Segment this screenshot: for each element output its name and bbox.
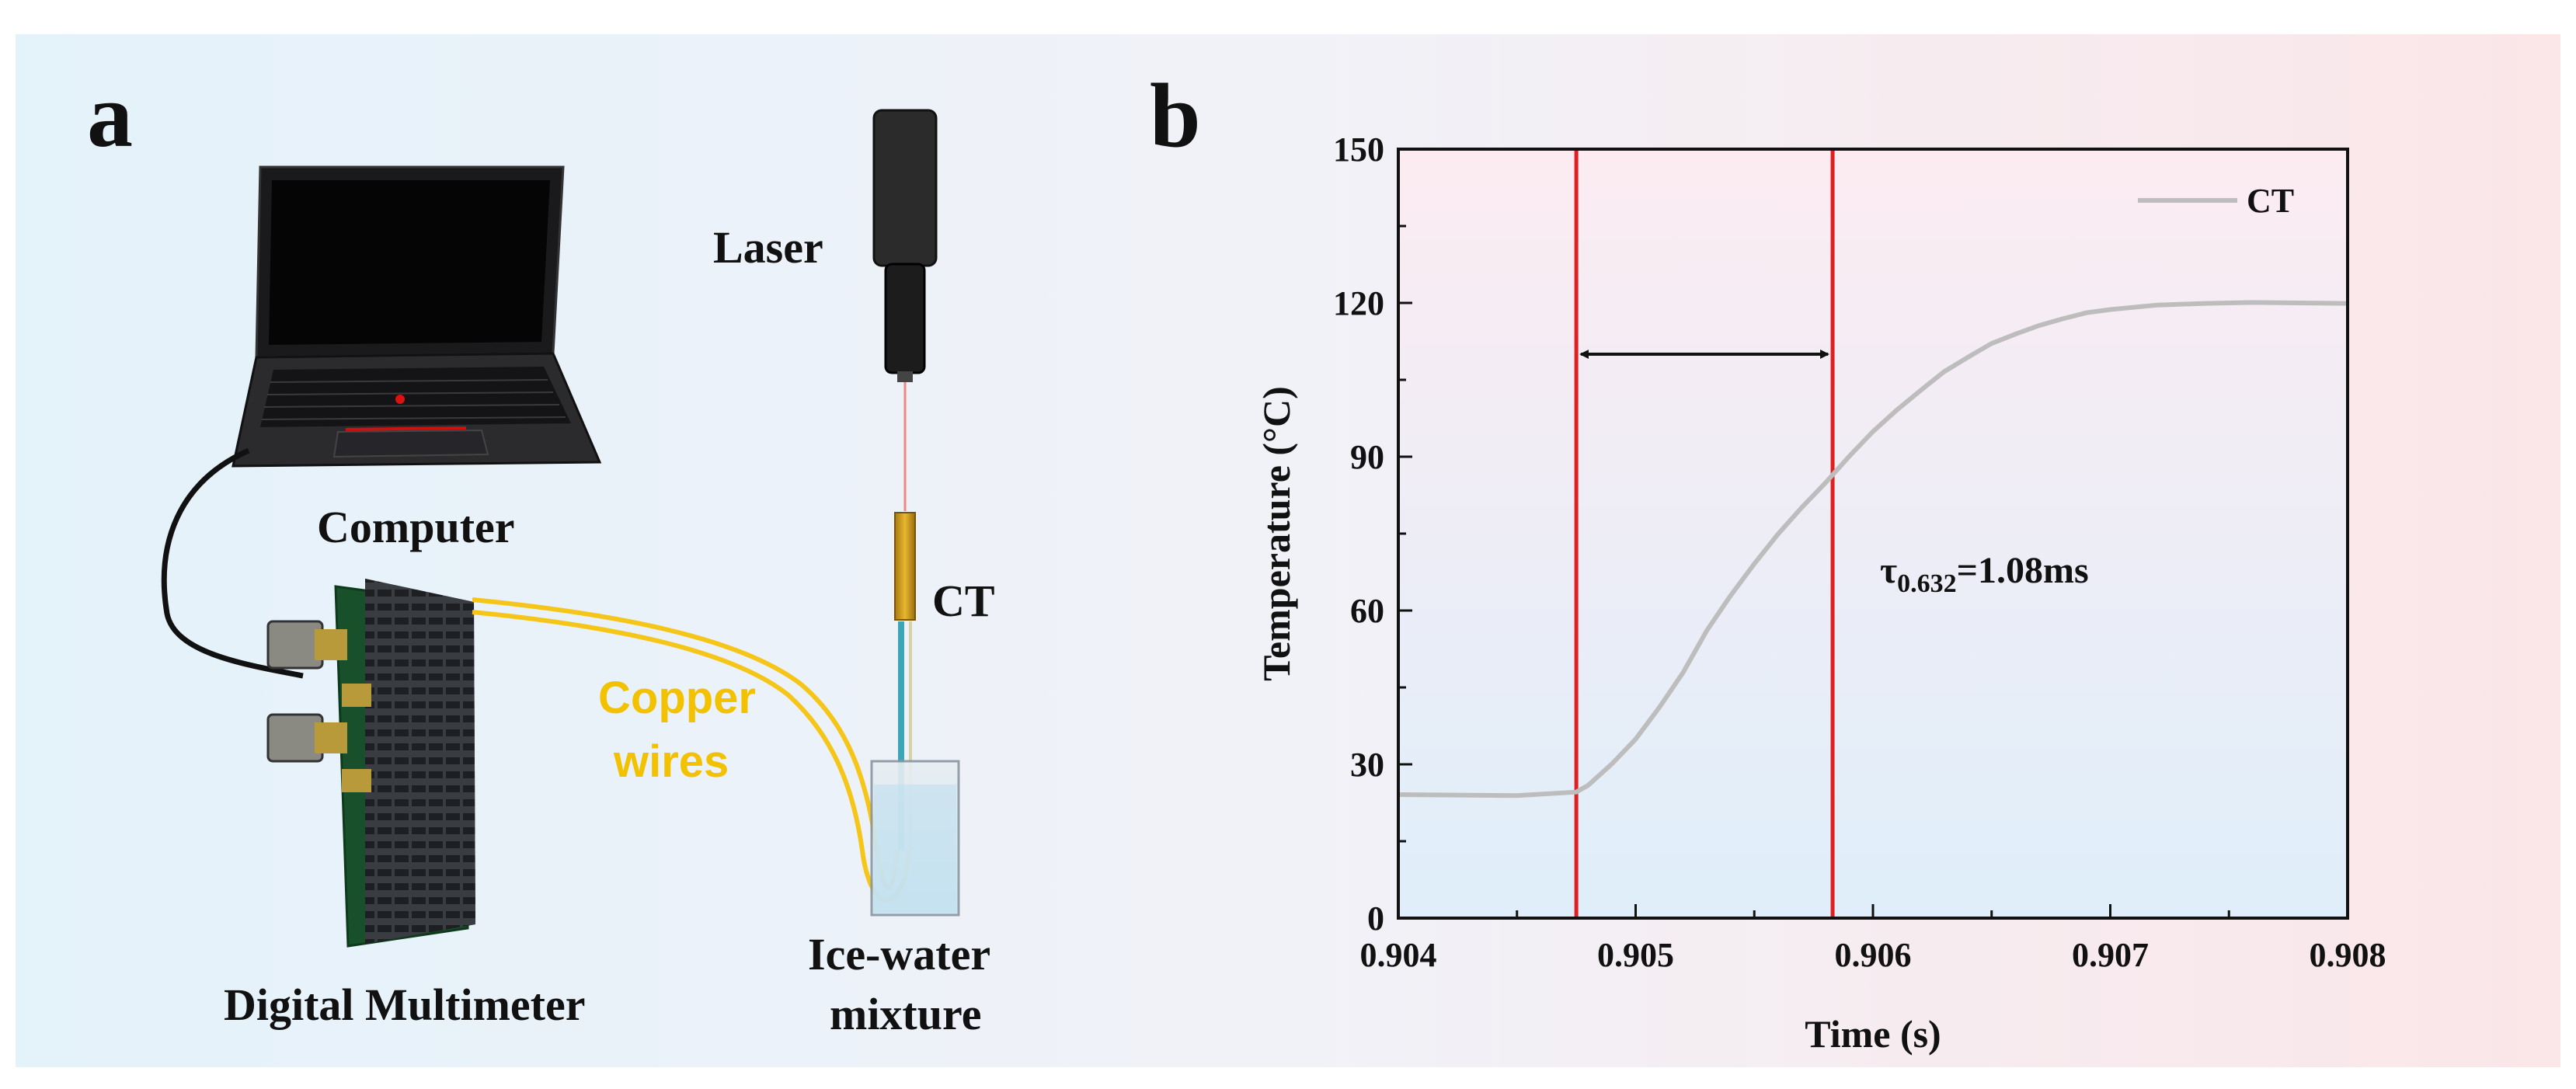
laser-label: Laser [713, 222, 823, 273]
x-axis-title: Time (s) [1805, 1012, 1941, 1056]
plot-frame [1397, 148, 2349, 920]
panel-a: a Computer [87, 64, 995, 1039]
ct-label: CT [932, 576, 995, 626]
beaker-icon [870, 760, 960, 917]
copper-label: Copper [598, 673, 756, 723]
ct-sensor [894, 512, 916, 621]
axis-ticks: 0.904 0.905 0.906 0.907 0.908 0 30 60 90 120 150 [1333, 130, 2386, 974]
y-tick-label: 60 [1350, 592, 1384, 630]
panel-a-letter: a [87, 64, 133, 166]
x-tick-label: 0.905 [1597, 936, 1674, 974]
ice-water-label: Ice-water [808, 929, 990, 979]
data-cable [161, 447, 304, 679]
y-tick-label: 90 [1350, 438, 1384, 476]
x-tick-label: 0.904 [1360, 936, 1437, 974]
panel-b-letter: b [1150, 64, 1201, 166]
tau-value: =1.08ms [1957, 550, 2089, 591]
y-tick-label: 120 [1333, 284, 1384, 322]
tau-annotation: τ0.632=1.08ms [1880, 550, 2089, 598]
y-tick-label: 150 [1333, 130, 1384, 169]
legend-label-ct: CT [2247, 182, 2294, 220]
plot-area [1398, 149, 2348, 918]
tau-symbol: τ [1880, 550, 1897, 591]
multimeter-label: Digital Multimeter [224, 979, 585, 1030]
laser-icon [872, 109, 938, 382]
x-tick-label: 0.906 [1835, 936, 1912, 974]
y-tick-label: 0 [1367, 899, 1384, 938]
laptop-icon [231, 165, 602, 468]
x-tick-label: 0.908 [2310, 936, 2386, 974]
y-tick-label: 30 [1350, 746, 1384, 784]
series-line-ct [1398, 300, 2348, 798]
computer-label: Computer [317, 502, 515, 552]
wires-label: wires [613, 736, 729, 787]
tau-subscript: 0.632 [1897, 569, 1957, 598]
panel-b: b 0.904 0.905 0.906 0.907 0.908 0 30 60 90 120 150… [1150, 64, 2386, 1056]
multimeter-icon [266, 579, 475, 948]
legend: CT [2138, 182, 2294, 220]
mixture-label: mixture [830, 989, 981, 1039]
x-tick-label: 0.907 [2072, 936, 2149, 974]
y-axis-title: Temperature (°C) [1255, 386, 1298, 681]
